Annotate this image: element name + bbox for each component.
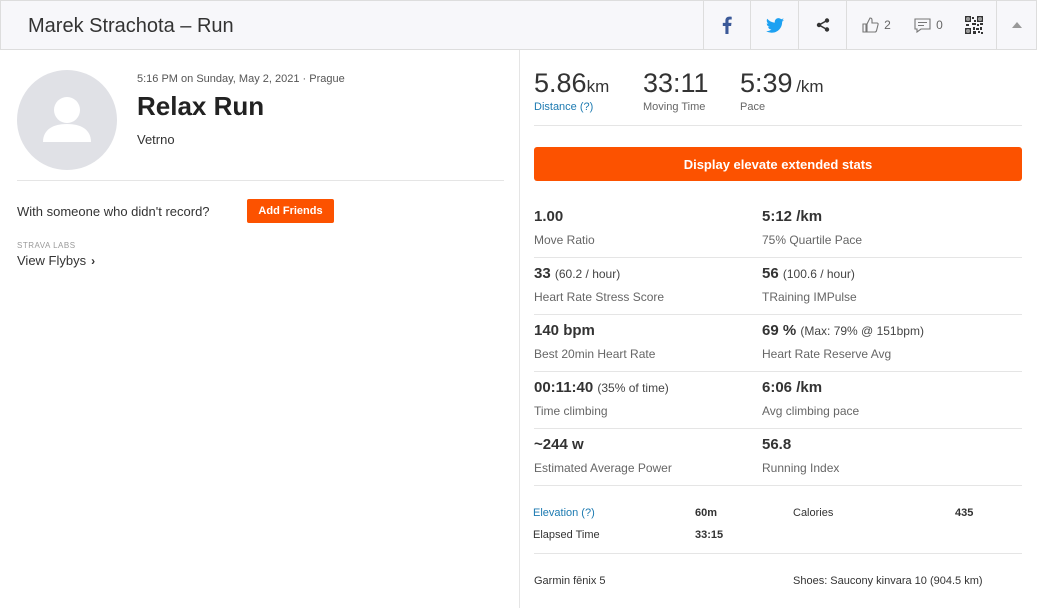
moving-time-label: Moving Time <box>643 101 706 113</box>
friends-prompt: With someone who didn't record? <box>17 204 210 219</box>
pace-label: Pace <box>740 101 766 113</box>
stat-quartile-pace: 5:12 /km 75% Quartile Pace <box>762 208 992 247</box>
stat-label: Best 20min Heart Rate <box>534 347 656 361</box>
shoes-info[interactable]: Shoes: Saucony kinvara 10 (904.5 km) <box>793 575 983 587</box>
distance-value: 5.86 <box>534 68 587 98</box>
kudos-count: 2 <box>884 18 891 32</box>
share-twitter-button[interactable] <box>750 1 798 49</box>
divider <box>534 371 1022 372</box>
distance-unit: km <box>586 77 610 96</box>
collapse-icon <box>1011 22 1022 28</box>
activity-stats-panel: 5.86km Distance (?) 33:11 Moving Time 5:… <box>520 50 1037 608</box>
activity-summary-panel: 5:16 PM on Sunday, May 2, 2021 · Prague … <box>0 50 520 608</box>
pace-unit: /km <box>796 77 824 96</box>
divider <box>534 257 1022 258</box>
stat-value: 56 <box>762 265 779 282</box>
distance-stat: 5.86km Distance (?) <box>534 68 609 113</box>
device-name: Garmin fēnix 5 <box>534 575 606 587</box>
moving-time-value: 33:11 <box>643 68 709 98</box>
add-friends-button[interactable]: Add Friends <box>247 199 334 223</box>
stat-label: TRaining IMPulse <box>762 290 857 304</box>
kudos-icon <box>862 17 879 33</box>
elapsed-time-value: 33:15 <box>695 529 724 541</box>
facebook-icon <box>722 16 732 34</box>
qr-code-button[interactable] <box>951 1 996 49</box>
header-actions: 2 0 <box>703 1 1036 49</box>
header-title: Marek Strachota – Run <box>28 15 234 37</box>
stat-value: 1.00 <box>534 208 564 225</box>
activity-description: Vetrno <box>137 132 175 147</box>
stat-sub: (35% of time) <box>597 381 669 395</box>
moving-time-stat: 33:11 Moving Time <box>643 68 709 113</box>
calories-label: Calories <box>793 507 834 519</box>
stat-move-ratio: 1.00 Move Ratio <box>534 208 764 247</box>
calories-value: 435 <box>955 507 974 519</box>
comment-count: 0 <box>936 18 943 32</box>
avatar-icon <box>43 97 91 142</box>
elapsed-time-label: Elapsed Time <box>533 529 600 541</box>
stat-average-power: ~244 w Estimated Average Power <box>534 436 764 475</box>
elevate-extended-stats-button[interactable]: Display elevate extended stats <box>534 147 1022 181</box>
stat-value: ~244 w <box>534 436 584 453</box>
pace-value: 5:39 <box>740 68 793 98</box>
divider <box>534 314 1022 315</box>
pace-stat: 5:39 /km Pace <box>740 68 824 113</box>
activity-header: Marek Strachota – Run 2 0 <box>0 0 1037 50</box>
share-icon <box>816 18 829 32</box>
stat-value: 69 % <box>762 322 797 339</box>
divider <box>534 125 1022 126</box>
stat-label: 75% Quartile Pace <box>762 233 863 247</box>
stat-value: 6:06 /km <box>762 379 823 396</box>
stat-trimp: 56 (100.6 / hour) TRaining IMPulse <box>762 265 992 304</box>
stat-time-climbing: 00:11:40 (35% of time) Time climbing <box>534 379 764 418</box>
share-facebook-button[interactable] <box>703 1 750 49</box>
stat-label: Time climbing <box>534 404 608 418</box>
stat-value: 5:12 /km <box>762 208 823 225</box>
divider <box>534 553 1022 554</box>
stat-label: Move Ratio <box>534 233 595 247</box>
stat-climbing-pace: 6:06 /km Avg climbing pace <box>762 379 992 418</box>
stat-label: Heart Rate Stress Score <box>534 290 665 304</box>
kudos-button[interactable]: 2 <box>846 1 906 49</box>
strava-labs-label: STRAVA LABS <box>17 241 76 250</box>
stat-label: Heart Rate Reserve Avg <box>762 347 892 361</box>
stat-best-20min-hr: 140 bpm Best 20min Heart Rate <box>534 322 764 361</box>
divider <box>534 428 1022 429</box>
view-flybys-link[interactable]: View Flybys › <box>17 253 95 268</box>
activity-datetime: 5:16 PM on Sunday, May 2, 2021 · Prague <box>137 73 345 85</box>
stat-value: 56.8 <box>762 436 792 453</box>
qr-code-icon <box>964 16 983 34</box>
distance-label[interactable]: Distance (?) <box>534 101 594 113</box>
stat-hrss: 33 (60.2 / hour) Heart Rate Stress Score <box>534 265 764 304</box>
elevation-label[interactable]: Elevation (?) <box>533 507 595 519</box>
stat-label: Running Index <box>762 461 840 475</box>
stat-hr-reserve: 69 % (Max: 79% @ 151bpm) Heart Rate Rese… <box>762 322 1032 361</box>
elevation-value: 60m <box>695 507 718 519</box>
athlete-avatar[interactable] <box>17 70 117 170</box>
share-button[interactable] <box>798 1 846 49</box>
chevron-right-icon: › <box>91 253 96 268</box>
stat-running-index: 56.8 Running Index <box>762 436 992 475</box>
stat-sub: (100.6 / hour) <box>782 267 855 281</box>
activity-name: Relax Run <box>137 91 265 121</box>
divider <box>534 485 1022 486</box>
collapse-button[interactable] <box>996 1 1036 49</box>
comment-icon <box>914 17 931 33</box>
stat-label: Estimated Average Power <box>534 461 672 475</box>
stat-sub: (60.2 / hour) <box>554 267 621 281</box>
twitter-icon <box>765 17 784 33</box>
comment-button[interactable]: 0 <box>906 1 951 49</box>
stat-value: 00:11:40 <box>534 379 594 396</box>
divider <box>17 180 504 181</box>
view-flybys-label: View Flybys <box>17 253 87 268</box>
stat-sub: (Max: 79% @ 151bpm) <box>800 324 924 338</box>
stat-label: Avg climbing pace <box>762 404 860 418</box>
stat-value: 140 bpm <box>534 322 595 339</box>
stat-value: 33 <box>534 265 551 282</box>
